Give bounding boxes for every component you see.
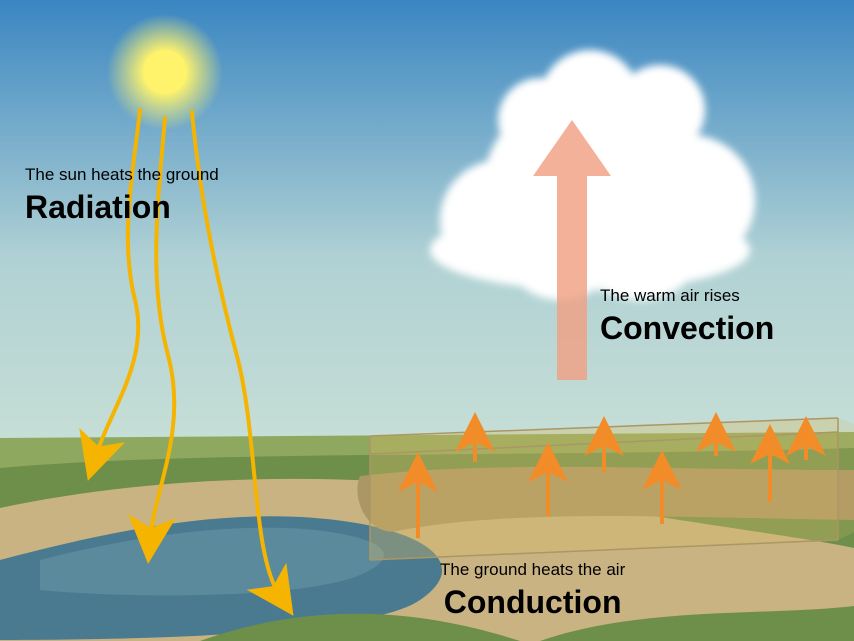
conduction-title: Conduction [440,584,625,621]
radiation-subtitle: The sun heats the ground [25,165,219,185]
convection-label: The warm air rises Convection [600,286,774,347]
conduction-subtitle: The ground heats the air [440,560,625,580]
conduction-label: The ground heats the air Conduction [440,560,625,621]
heat-transfer-diagram: The sun heats the ground Radiation The w… [0,0,854,641]
convection-title: Convection [600,310,774,347]
radiation-label: The sun heats the ground Radiation [25,165,219,226]
conduction-box [370,418,854,560]
sun [107,14,223,130]
radiation-title: Radiation [25,189,219,226]
convection-subtitle: The warm air rises [600,286,774,306]
